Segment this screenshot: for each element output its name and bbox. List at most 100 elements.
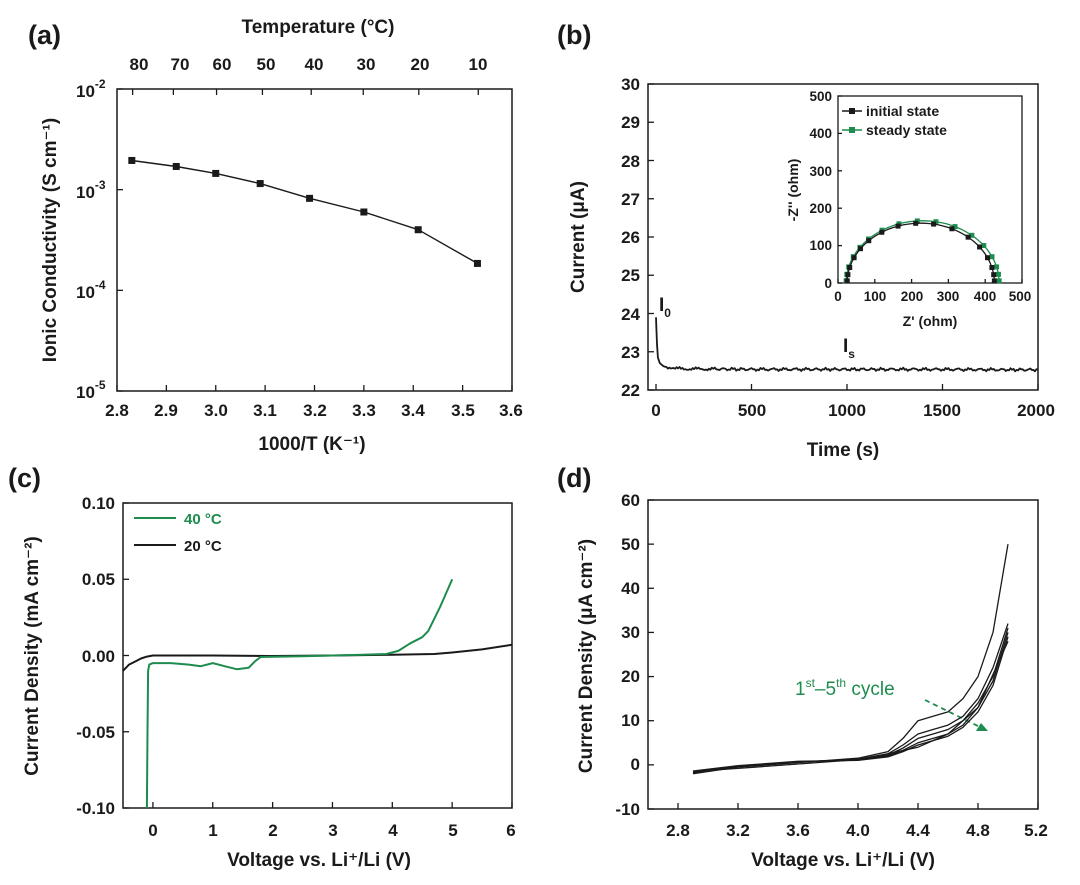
legend-label-steady: steady state bbox=[866, 122, 947, 138]
panel-d-annotation-sup1: st bbox=[806, 676, 816, 690]
panel-d: (d) 2.8 3.2 3.6 4.0 4.4 4.8 5.2 60 50 40… bbox=[557, 463, 1048, 871]
inset-y-tick: 200 bbox=[809, 201, 832, 216]
panel-c-40c-line bbox=[145, 578, 454, 809]
inset-initial-point bbox=[949, 226, 955, 232]
inset-x-tick: 500 bbox=[1009, 289, 1032, 304]
panel-b-annotation-is-main: I bbox=[843, 336, 848, 357]
panel-a-y-tick: 10-3 bbox=[76, 178, 106, 202]
panel-a-x-tick: 3.1 bbox=[253, 401, 277, 420]
panel-d-plot bbox=[692, 543, 1009, 775]
panel-c-x-tick: 5 bbox=[448, 821, 457, 840]
panel-a-x-tick-labels: 2.8 2.9 3.0 3.1 3.2 3.3 3.4 3.5 3.6 bbox=[105, 401, 523, 420]
panel-b-y-tick: 29 bbox=[621, 113, 640, 132]
panel-d-ticks bbox=[648, 499, 1039, 810]
panel-d-y-tick: 40 bbox=[621, 579, 640, 598]
panel-c-x-tick: 4 bbox=[388, 821, 398, 840]
panel-a-y-tick: 10-2 bbox=[76, 77, 106, 101]
panel-d-cycle-arrowhead bbox=[976, 723, 988, 731]
panel-b-annotation-is: Is bbox=[843, 336, 855, 361]
panel-a-y-tick-labels: 10-2 10-3 10-4 10-5 bbox=[76, 77, 106, 402]
panel-a-series-line bbox=[131, 159, 478, 265]
inset-x-axis-title: Z' (ohm) bbox=[903, 313, 958, 329]
inset-x-tick: 400 bbox=[974, 289, 997, 304]
inset-y-tick: 100 bbox=[809, 238, 832, 253]
panel-d-label: (d) bbox=[557, 463, 591, 493]
panel-a-top-tick-labels: 80 70 60 50 40 30 20 10 bbox=[130, 55, 488, 74]
panel-a-top-tick: 60 bbox=[213, 55, 232, 74]
inset-steady-point bbox=[994, 264, 1000, 270]
inset-y-tick: 400 bbox=[809, 126, 832, 141]
panel-b-annotation-i0: I0 bbox=[659, 295, 671, 320]
panel-b: (b) 0 500 1000 1500 2000 22 23 24 25 26 … bbox=[557, 20, 1055, 461]
inset-steady-point bbox=[989, 254, 995, 260]
panel-a-ticks bbox=[116, 88, 513, 392]
panel-d-cycle-line bbox=[692, 543, 1009, 775]
panel-c-x-tick: 0 bbox=[148, 821, 157, 840]
panel-b-annotation-i0-sub: 0 bbox=[664, 306, 671, 320]
panel-b-x-axis-title: Time (s) bbox=[807, 440, 880, 461]
panel-d-x-tick-labels: 2.8 3.2 3.6 4.0 4.4 4.8 5.2 bbox=[666, 821, 1048, 840]
panel-c-x-tick: 2 bbox=[268, 821, 277, 840]
panel-d-x-tick: 5.2 bbox=[1024, 821, 1048, 840]
panel-a-y-axis-title: Ionic Conductivity (S cm⁻¹) bbox=[40, 118, 61, 362]
panel-c-label: (c) bbox=[8, 463, 41, 493]
panel-c-ticks bbox=[123, 502, 513, 809]
panel-b-annotation-i0-main: I bbox=[659, 295, 664, 316]
panel-a-frame bbox=[116, 88, 513, 392]
panel-d-x-axis-title: Voltage vs. Li⁺/Li (V) bbox=[751, 850, 935, 871]
panel-d-annotation-dash: –5 bbox=[815, 679, 836, 700]
inset-initial-arc bbox=[846, 222, 996, 284]
panel-d-y-tick: 0 bbox=[631, 755, 640, 774]
panel-b-x-tick: 2000 bbox=[1017, 401, 1055, 420]
panel-b-current-line bbox=[655, 317, 1039, 373]
panel-b-y-tick: 23 bbox=[621, 343, 640, 362]
panel-a-x-tick: 3.5 bbox=[451, 401, 475, 420]
panel-d-y-tick: 60 bbox=[621, 491, 640, 510]
panel-b-y-tick-labels: 22 23 24 25 26 27 28 29 30 bbox=[621, 75, 640, 400]
panel-c-y-tick: 0.10 bbox=[82, 494, 115, 513]
inset-x-tick: 300 bbox=[937, 289, 960, 304]
inset-y-tick: 0 bbox=[824, 276, 832, 291]
panel-c: (c) 0 1 2 3 4 5 6 0.10 0.05 0.00 -0.05 -… bbox=[8, 463, 516, 871]
panel-a-x-tick: 3.2 bbox=[303, 401, 327, 420]
panel-b-ticks bbox=[648, 83, 1039, 391]
panel-a-y-tick-exp: -5 bbox=[95, 378, 106, 392]
legend-label-40c: 40 °C bbox=[184, 511, 222, 528]
panel-a-x-tick: 3.6 bbox=[499, 401, 523, 420]
panel-c-20c-line bbox=[122, 643, 513, 672]
panel-a-y-tick-exp: -4 bbox=[95, 278, 106, 292]
panel-d-y-tick: 50 bbox=[621, 535, 640, 554]
inset-initial-point bbox=[931, 221, 937, 227]
panel-a-top-axis-title: Temperature (°C) bbox=[242, 17, 395, 38]
inset-initial-point bbox=[845, 272, 851, 278]
panel-a-top-tick: 70 bbox=[171, 55, 190, 74]
panel-a-y-tick-base: 10 bbox=[76, 183, 95, 202]
inset-initial-point bbox=[913, 220, 919, 226]
inset-initial-point bbox=[879, 229, 885, 235]
panel-a-y-tick: 10-4 bbox=[76, 278, 106, 302]
panel-b-label: (b) bbox=[557, 20, 591, 50]
panel-a-data-point bbox=[256, 180, 264, 188]
panel-c-y-tick: -0.10 bbox=[76, 799, 115, 818]
panel-b-y-tick: 25 bbox=[621, 266, 640, 285]
panel-a-top-tick: 50 bbox=[257, 55, 276, 74]
panel-a-x-tick: 2.8 bbox=[105, 401, 129, 420]
panel-d-annotation-tail: cycle bbox=[846, 679, 895, 700]
inset-initial-point bbox=[965, 234, 971, 240]
panel-a-data-point bbox=[128, 156, 136, 164]
panel-b-x-tick: 500 bbox=[738, 401, 766, 420]
panel-b-x-tick: 1500 bbox=[923, 401, 961, 420]
inset-y-tick: 300 bbox=[809, 164, 832, 179]
panel-d-cycle-annotation: 1st–5th cycle bbox=[795, 676, 895, 700]
panel-b-y-tick: 24 bbox=[621, 305, 640, 324]
panel-a-top-tick: 10 bbox=[469, 55, 488, 74]
panel-a-top-tick: 20 bbox=[411, 55, 430, 74]
panel-a-data-point bbox=[360, 208, 368, 216]
panel-b-annotation-is-sub: s bbox=[848, 347, 855, 361]
panel-a-y-tick-base: 10 bbox=[76, 283, 95, 302]
inset-frame bbox=[837, 95, 1023, 284]
panel-a-y-tick-exp: -3 bbox=[95, 178, 106, 192]
inset-initial-point bbox=[895, 223, 901, 229]
panel-a-x-tick: 3.3 bbox=[352, 401, 376, 420]
